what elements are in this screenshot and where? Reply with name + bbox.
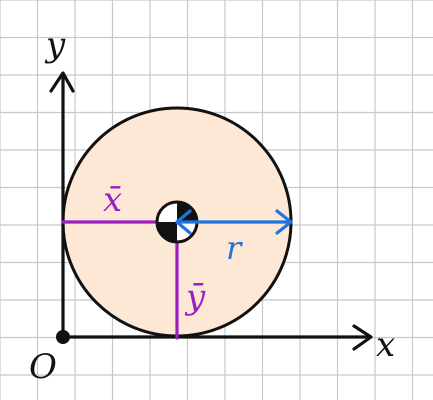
radius-arrow [175, 209, 293, 235]
origin-dot-icon [56, 330, 70, 344]
origin-label: O [29, 347, 57, 387]
y-bar-label: ȳ [184, 277, 206, 317]
radius-label: r [226, 229, 243, 267]
y-axis-label: y [44, 25, 66, 65]
axes [49, 71, 373, 351]
x-axis-arrowhead [352, 324, 373, 351]
radius-arrowhead-left [175, 209, 192, 235]
y-axis-arrowhead [49, 71, 75, 93]
x-axis-label: x [376, 325, 395, 365]
x-bar-label: x̄ [103, 180, 122, 220]
radius-arrowhead-right [275, 209, 293, 235]
